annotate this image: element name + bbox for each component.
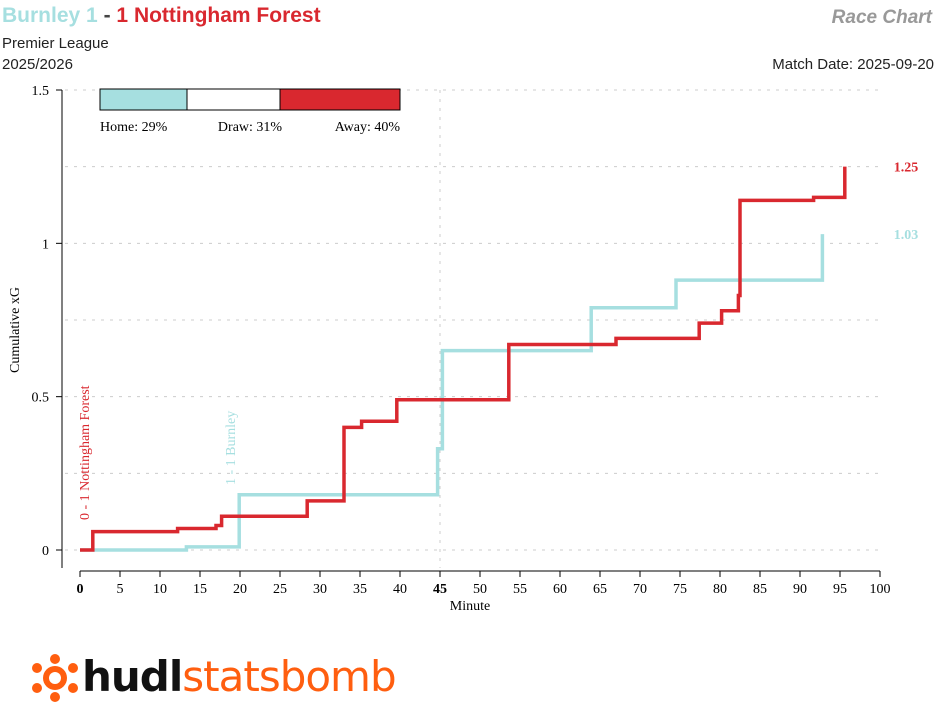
probability-bar: Home: 29% Draw: 31% Away: 40% bbox=[99, 88, 401, 135]
x-tick-label: 25 bbox=[273, 582, 287, 597]
x-tick-label: 60 bbox=[553, 582, 567, 597]
away-xg-line bbox=[80, 166, 847, 552]
hudl-statsbomb-logo: hudl statsbomb bbox=[30, 652, 397, 702]
x-tick-label: 30 bbox=[313, 582, 327, 597]
score-separator: - bbox=[103, 4, 111, 27]
x-tick-label: 10 bbox=[153, 582, 167, 597]
y-tick-label: 1 bbox=[42, 237, 49, 252]
season-label: 2025/2026 bbox=[2, 56, 73, 73]
x-tick-label: 70 bbox=[633, 582, 647, 597]
x-tick-label: 75 bbox=[673, 582, 687, 597]
y-tick-label: 1.5 bbox=[32, 84, 50, 99]
x-tick-label: 65 bbox=[593, 582, 607, 597]
x-axis-label: Minute bbox=[450, 599, 490, 614]
match-title: Burnley 1 - 1 Nottingham Forest bbox=[2, 4, 321, 28]
y-axis-label: Cumulative xG bbox=[8, 287, 23, 373]
home-team-name: Burnley bbox=[2, 4, 81, 27]
x-tick-label: 0 bbox=[77, 582, 84, 597]
match-date: Match Date: 2025-09-20 bbox=[772, 56, 934, 73]
x-tick-label: 35 bbox=[353, 582, 367, 597]
home-score: 1 bbox=[86, 4, 98, 27]
away-team-name: Nottingham Forest bbox=[133, 4, 321, 27]
x-tick-label: 20 bbox=[233, 582, 247, 597]
x-tick-label: 100 bbox=[870, 582, 891, 597]
prob-bar-home bbox=[99, 88, 188, 111]
x-tick-label: 55 bbox=[513, 582, 527, 597]
x-tick-label: 90 bbox=[793, 582, 807, 597]
logo-text-hudl: hudl bbox=[82, 652, 183, 701]
y-tick-label: 0.5 bbox=[32, 391, 50, 406]
x-tick-label: 85 bbox=[753, 582, 767, 597]
home-xg-line bbox=[80, 234, 825, 552]
home-final-xg-label: 1.03 bbox=[894, 228, 919, 243]
prob-label-away: Away: 40% bbox=[335, 120, 401, 135]
x-tick-label: 5 bbox=[117, 582, 124, 597]
away-goal-annotation: 0 - 1 Nottingham Forest bbox=[78, 385, 93, 520]
away-final-xg-label: 1.25 bbox=[894, 161, 919, 176]
prob-bar-draw bbox=[186, 88, 281, 111]
x-tick-label: 50 bbox=[473, 582, 487, 597]
competition-name: Premier League bbox=[2, 35, 109, 52]
x-tick-label: 45 bbox=[433, 582, 447, 597]
prob-label-draw: Draw: 31% bbox=[218, 120, 282, 135]
x-tick-label: 80 bbox=[713, 582, 727, 597]
y-tick-label: 0 bbox=[42, 544, 49, 559]
prob-bar-away bbox=[279, 88, 401, 111]
logo-text-statsbomb: statsbomb bbox=[182, 652, 396, 701]
x-tick-label: 40 bbox=[393, 582, 407, 597]
chart-kind-label: Race Chart bbox=[831, 7, 932, 28]
statsbomb-logo-icon bbox=[32, 654, 78, 702]
x-tick-label: 95 bbox=[833, 582, 847, 597]
race-chart: 0 0.5 1 1.5 0 5 10 15 20 25 30 35 40 45 50 55 60 65 70 75 80… bbox=[8, 84, 919, 614]
prob-label-home: Home: 29% bbox=[100, 120, 168, 135]
home-goal-annotation: 1 - 1 Burnley bbox=[224, 411, 239, 485]
x-tick-label: 15 bbox=[193, 582, 207, 597]
away-score: 1 bbox=[116, 4, 129, 27]
